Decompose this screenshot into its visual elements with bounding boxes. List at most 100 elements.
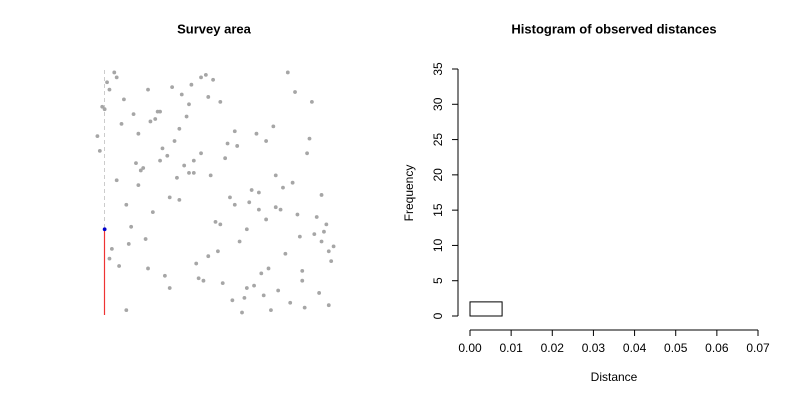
point [206,254,211,259]
point [302,305,307,310]
point [273,173,278,178]
y-tick-label: 15 [431,203,445,217]
point [319,239,324,244]
point [273,205,278,210]
point [326,303,331,308]
point [201,278,206,283]
point [105,80,109,85]
point [124,308,129,312]
point [117,264,121,268]
point [228,195,232,200]
point [252,283,256,288]
point [129,224,134,229]
point [254,131,259,136]
point [232,202,237,207]
point [208,173,213,178]
point [319,193,324,197]
x-tick-label: 0.04 [623,341,647,355]
point [184,114,189,119]
point [312,232,317,237]
point [187,102,191,107]
point [95,134,100,139]
point [187,171,191,175]
point [146,266,150,271]
chart-title: Survey area [177,21,251,36]
point [102,227,107,232]
point [244,286,249,290]
chart-title: Histogram of observed distances [511,21,716,36]
point [276,288,281,293]
point [206,95,211,99]
point [203,73,208,77]
y-tick-label: 0 [431,312,445,319]
point [295,212,300,217]
point [314,215,319,219]
point [194,261,199,266]
point [329,259,334,263]
x-axis-label: Distance [591,370,638,384]
point [300,269,305,273]
point [158,109,162,114]
point [269,308,273,312]
point [317,291,322,295]
point [326,249,331,254]
point [191,158,196,163]
point [225,141,230,146]
point [165,153,170,158]
point [124,202,129,207]
point [126,242,131,246]
point [141,166,146,170]
point [199,75,203,80]
point [122,97,126,102]
point [182,163,187,168]
point [220,281,225,286]
point [199,151,203,156]
point [134,161,138,166]
point [172,139,177,143]
point [264,217,269,222]
point [281,185,285,190]
point [218,99,223,104]
point [290,180,295,185]
point [242,295,247,300]
point [235,144,240,148]
point [119,122,124,126]
point [244,227,249,232]
point [191,171,196,175]
point [162,273,167,278]
x-tick-label: 0.05 [664,341,688,355]
x-tick-label: 0.01 [499,341,523,355]
point [240,310,244,315]
point [278,207,283,212]
point [211,77,215,82]
point [136,183,141,188]
point [102,107,107,112]
point [261,293,266,298]
point [114,75,119,80]
point [138,168,143,173]
point [196,276,201,281]
point [146,87,150,92]
point [288,300,293,305]
y-axis-label: Frequency [402,165,416,222]
point [218,222,223,227]
point [109,246,114,251]
y-tick-label: 35 [431,62,445,76]
point [271,124,276,129]
point [177,126,182,131]
point [100,104,105,109]
x-tick-label: 0.02 [541,341,565,355]
point [264,139,269,143]
point [259,271,264,276]
point [131,112,136,116]
point [283,251,288,256]
point [300,278,305,283]
x-tick-label: 0.03 [582,341,606,355]
point [266,266,271,271]
point [232,129,237,134]
point [167,286,172,290]
point [256,190,261,195]
point [170,85,175,90]
point [247,200,252,205]
